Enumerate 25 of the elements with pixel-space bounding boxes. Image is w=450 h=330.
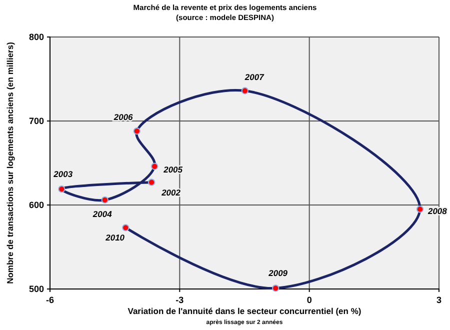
point bbox=[148, 178, 156, 186]
point bbox=[133, 127, 140, 135]
point bbox=[416, 206, 424, 213]
point bbox=[101, 196, 108, 204]
y-tick-label: 500 bbox=[28, 284, 44, 294]
x-tick-label: -3 bbox=[176, 295, 184, 306]
x-axis-title: Variation de l'annuité dans le secteur concurrentiel (en %) bbox=[128, 306, 362, 316]
point bbox=[58, 185, 66, 193]
annotation: 2006 bbox=[112, 112, 134, 122]
annotation: 2007 bbox=[244, 72, 266, 82]
point bbox=[151, 162, 158, 170]
annotation: 2010 bbox=[104, 232, 125, 243]
y-axis-title: Nombre de transactions sur logements anciens (en milliers) bbox=[5, 42, 15, 284]
x-tick-label: 3 bbox=[436, 295, 442, 306]
y-tick-label: 800 bbox=[28, 32, 44, 42]
annotation: 2004 bbox=[92, 208, 112, 219]
x-tick-label: 0 bbox=[306, 295, 312, 306]
point bbox=[122, 224, 130, 232]
point bbox=[241, 87, 249, 94]
y-tick-label: 600 bbox=[28, 200, 44, 210]
annotation: 2009 bbox=[268, 268, 288, 278]
point bbox=[272, 284, 280, 292]
y-tick-label: 700 bbox=[28, 116, 44, 126]
annotation: 2003 bbox=[52, 169, 73, 180]
x-tick-label: -6 bbox=[46, 295, 54, 306]
